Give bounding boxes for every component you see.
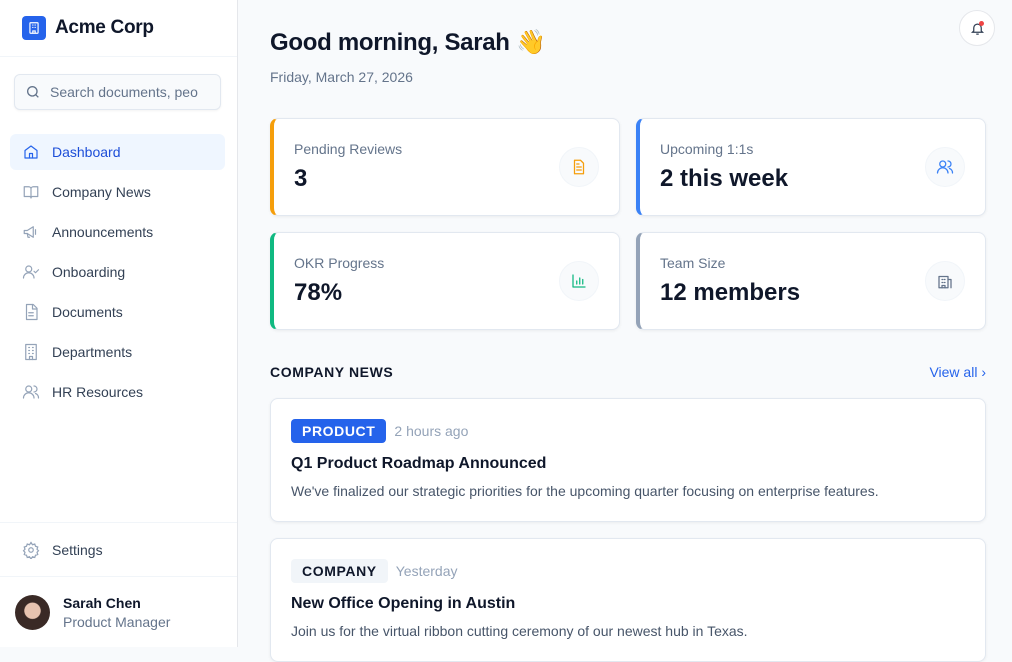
news-card[interactable]: PRODUCT 2 hours ago Q1 Product Roadmap An… <box>270 398 986 522</box>
sidebar-item-label: Company News <box>52 184 151 200</box>
avatar <box>15 594 50 630</box>
sidebar-item-documents[interactable]: Documents <box>10 294 225 330</box>
category-badge: COMPANY <box>291 559 388 583</box>
brand[interactable]: Acme Corp <box>0 0 237 57</box>
user-profile[interactable]: Sarah Chen Product Manager <box>0 576 237 647</box>
current-date: Friday, March 27, 2026 <box>270 69 413 85</box>
stat-value: 2 this week <box>660 165 789 192</box>
stat-card-pending-reviews[interactable]: Pending Reviews 3 <box>270 118 620 216</box>
building-logo-icon <box>22 16 46 40</box>
company-news-header: COMPANY NEWS View all › <box>270 364 986 380</box>
sidebar-item-label: Departments <box>52 344 133 360</box>
category-badge: PRODUCT <box>291 419 387 443</box>
news-title: New Office Opening in Austin <box>291 595 516 612</box>
section-title: COMPANY NEWS <box>270 364 394 380</box>
search-box[interactable] <box>14 74 221 110</box>
stat-value: 12 members <box>660 279 801 306</box>
sidebar-item-label: Onboarding <box>52 264 126 280</box>
users-icon <box>925 147 965 187</box>
building-icon <box>25 343 37 361</box>
sidebar-item-announcements[interactable]: Announcements <box>10 214 225 250</box>
stat-card-team-size[interactable]: Team Size 12 members <box>636 232 986 330</box>
sidebar-item-label: Documents <box>52 304 123 320</box>
news-time: Yesterday <box>395 563 458 579</box>
home-icon <box>24 145 38 159</box>
view-all-link[interactable]: View all › <box>929 364 986 380</box>
stat-label: OKR Progress <box>294 255 385 271</box>
stat-value: 3 <box>294 165 308 192</box>
user-name: Sarah Chen <box>63 594 141 611</box>
bar-chart-icon <box>559 261 599 301</box>
sidebar-item-label: HR Resources <box>52 384 144 400</box>
notifications-button[interactable] <box>959 10 995 46</box>
gear-icon <box>22 540 40 559</box>
sidebar-item-company-news[interactable]: Company News <box>10 174 225 210</box>
notification-dot <box>979 21 984 26</box>
megaphone-icon <box>23 226 37 238</box>
stats-grid: Pending Reviews 3 Upcoming 1:1s 2 this wee… <box>270 118 986 330</box>
search-icon <box>27 86 39 98</box>
news-body: Join us for the virtual ribbon cutting c… <box>291 623 748 639</box>
wave-emoji: 👋 <box>516 29 546 56</box>
news-time: 2 hours ago <box>394 423 469 439</box>
search-input[interactable] <box>50 84 220 100</box>
stat-value: 78% <box>294 279 343 306</box>
sidebar-item-departments[interactable]: Departments <box>10 334 225 370</box>
greeting: Good morning, Sarah <box>270 29 510 56</box>
sidebar-nav: Dashboard Company News Announcements Onb… <box>0 134 237 522</box>
sidebar-item-onboarding[interactable]: Onboarding <box>10 254 225 290</box>
sidebar: Acme Corp Dashboard Company News Announc… <box>0 0 238 647</box>
users-icon <box>22 385 40 399</box>
book-icon <box>23 186 39 199</box>
sidebar-item-hr-resources[interactable]: HR Resources <box>10 374 225 410</box>
sidebar-item-label: Dashboard <box>52 144 121 160</box>
stat-label: Pending Reviews <box>294 141 403 157</box>
stat-label: Team Size <box>660 255 726 271</box>
main-content: Good morning, Sarah 👋 Friday, March 27, … <box>238 0 1012 662</box>
news-card[interactable]: COMPANY Yesterday New Office Opening in A… <box>270 538 986 662</box>
user-check-icon <box>22 265 40 279</box>
stat-card-okr-progress[interactable]: OKR Progress 78% <box>270 232 620 330</box>
page-title: Good morning, Sarah 👋 <box>270 28 986 57</box>
sidebar-item-label: Announcements <box>52 224 154 240</box>
brand-name: Acme Corp <box>55 17 154 38</box>
settings-label: Settings <box>52 541 103 558</box>
sidebar-item-dashboard[interactable]: Dashboard <box>10 134 225 170</box>
news-body: We've finalized our strategic priorities… <box>291 483 879 499</box>
user-role: Product Manager <box>63 613 171 630</box>
stat-label: Upcoming 1:1s <box>660 141 754 157</box>
document-icon <box>559 147 599 187</box>
news-title: Q1 Product Roadmap Announced <box>291 455 547 472</box>
file-icon <box>25 303 38 321</box>
settings-link[interactable]: Settings <box>0 522 237 576</box>
building-icon <box>925 261 965 301</box>
stat-card-upcoming-1on1s[interactable]: Upcoming 1:1s 2 this week <box>636 118 986 216</box>
